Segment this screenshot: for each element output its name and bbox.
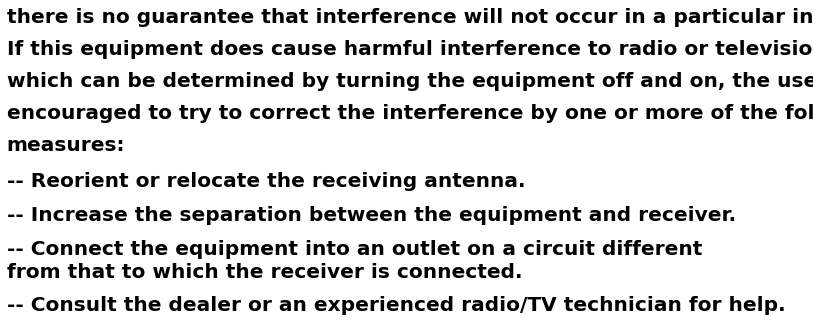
- Text: -- Reorient or relocate the receiving antenna.: -- Reorient or relocate the receiving an…: [7, 172, 525, 191]
- Text: there is no guarantee that interference will not occur in a particular installat: there is no guarantee that interference …: [7, 8, 813, 27]
- Text: -- Increase the separation between the equipment and receiver.: -- Increase the separation between the e…: [7, 206, 736, 225]
- Text: -- Consult the dealer or an experienced radio/TV technician for help.: -- Consult the dealer or an experienced …: [7, 296, 785, 315]
- Text: measures:: measures:: [7, 136, 125, 155]
- Text: which can be determined by turning the equipment off and on, the user is: which can be determined by turning the e…: [7, 72, 813, 91]
- Text: from that to which the receiver is connected.: from that to which the receiver is conne…: [7, 263, 522, 282]
- Text: -- Connect the equipment into an outlet on a circuit different: -- Connect the equipment into an outlet …: [7, 240, 702, 259]
- Text: encouraged to try to correct the interference by one or more of the following: encouraged to try to correct the interfe…: [7, 104, 813, 123]
- Text: If this equipment does cause harmful interference to radio or television recepti: If this equipment does cause harmful int…: [7, 40, 813, 59]
